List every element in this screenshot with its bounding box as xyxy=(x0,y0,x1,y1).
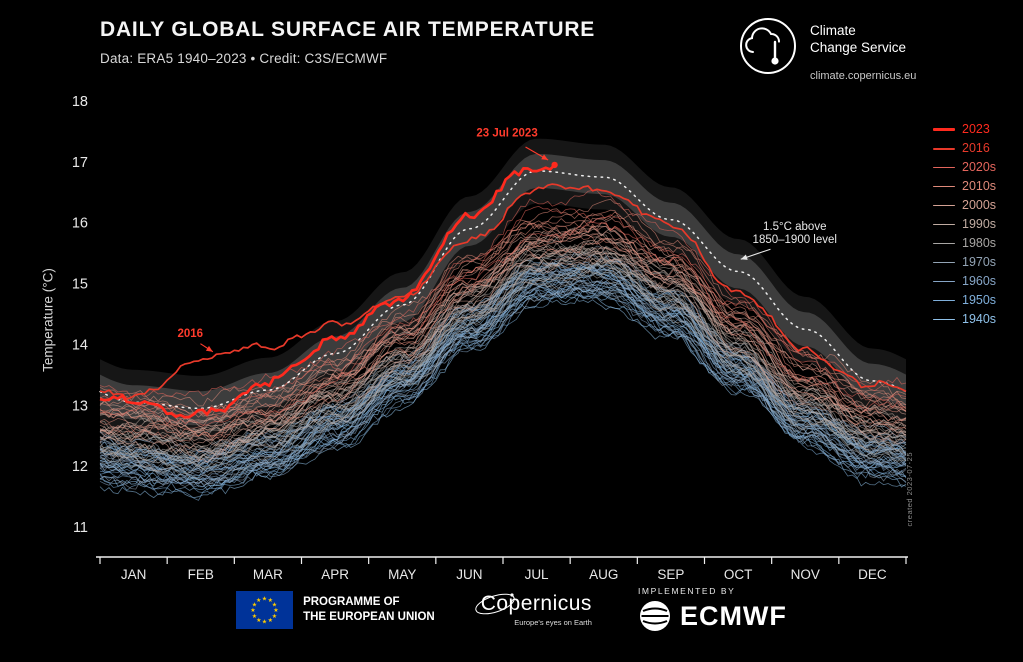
ecmwf-wordmark: ECMWF xyxy=(679,600,787,631)
legend-line-sample xyxy=(933,147,955,150)
svg-text:★: ★ xyxy=(272,612,277,619)
svg-text:★: ★ xyxy=(262,618,267,625)
c3s-line2: Change Service xyxy=(810,39,907,55)
eu-line1: PROGRAMME OF xyxy=(303,595,400,608)
legend-label: 1960s xyxy=(962,274,997,288)
footer: ★ ★ ★ ★ ★ ★ ★ ★ ★ ★ ★ ★ PROGRAMME OF THE EUROPEAN U… xyxy=(0,586,1023,633)
legend-label: 2000s xyxy=(962,198,997,212)
legend-line-sample xyxy=(933,242,955,245)
copernicus-logo: Copernicus Europe's eyes on Earth xyxy=(475,592,592,627)
c3s-cloud-thermometer-icon xyxy=(740,18,796,74)
svg-text:13: 13 xyxy=(72,398,88,414)
eu-line2: THE EUROPEAN UNION xyxy=(303,610,435,623)
legend-label: 1990s xyxy=(962,217,997,231)
legend-line-sample xyxy=(933,318,955,321)
svg-text:OCT: OCT xyxy=(724,567,753,582)
ecmwf-block: IMPLEMENTED BY ECMWF xyxy=(638,586,787,633)
svg-text:★: ★ xyxy=(268,597,273,604)
svg-text:DEC: DEC xyxy=(858,567,887,582)
svg-text:17: 17 xyxy=(72,155,88,171)
legend-label: 1940s xyxy=(962,312,997,326)
legend-item-1970s: 1970s xyxy=(933,256,996,269)
svg-text:18: 18 xyxy=(72,94,88,110)
svg-text:AUG: AUG xyxy=(589,567,618,582)
legend-label: 1970s xyxy=(962,255,997,269)
legend-label: 2023 xyxy=(962,122,990,136)
eu-programme-text: PROGRAMME OF THE EUROPEAN UNION xyxy=(303,595,435,625)
c3s-logo: Climate Change Service climate.copernicu… xyxy=(738,16,916,84)
legend-item-1960s: 1960s xyxy=(933,275,996,288)
svg-text:★: ★ xyxy=(250,607,255,614)
svg-text:★: ★ xyxy=(256,597,261,604)
legend-label: 2016 xyxy=(962,141,990,155)
legend-line-sample xyxy=(933,204,955,207)
eu-flag-icon: ★ ★★★★★★★★★★★ xyxy=(236,590,294,629)
svg-text:APR: APR xyxy=(321,567,349,582)
legend-line-sample xyxy=(933,166,955,169)
svg-text:MAY: MAY xyxy=(388,567,416,582)
creation-date-watermark: created 2023-07-25 xyxy=(905,452,914,527)
legend-item-2016: 2016 xyxy=(933,142,996,155)
header: DAILY GLOBAL SURFACE AIR TEMPERATURE Dat… xyxy=(100,18,595,66)
svg-text:JAN: JAN xyxy=(121,567,147,582)
svg-text:★: ★ xyxy=(256,617,261,624)
svg-text:12: 12 xyxy=(72,459,88,475)
svg-text:11: 11 xyxy=(73,520,88,536)
svg-text:JUL: JUL xyxy=(525,567,549,582)
svg-text:23 Jul 2023: 23 Jul 2023 xyxy=(476,127,537,139)
chart-title: DAILY GLOBAL SURFACE AIR TEMPERATURE xyxy=(100,18,596,41)
svg-text:14: 14 xyxy=(72,337,88,353)
svg-text:16: 16 xyxy=(72,216,88,232)
ecmwf-logo-icon xyxy=(639,601,670,631)
svg-text:★: ★ xyxy=(272,601,277,608)
y-axis-title: Temperature (°C) xyxy=(40,268,56,372)
c3s-url: climate.copernicus.eu xyxy=(810,69,917,82)
c3s-line1: Climate xyxy=(810,23,856,38)
svg-text:JUN: JUN xyxy=(456,567,482,582)
svg-text:★: ★ xyxy=(268,617,273,624)
legend-label: 1950s xyxy=(962,293,997,307)
legend-item-2010s: 2010s xyxy=(933,180,996,193)
svg-text:SEP: SEP xyxy=(657,567,684,582)
svg-text:★: ★ xyxy=(262,595,267,602)
legend-label: 2010s xyxy=(962,179,997,193)
svg-text:★: ★ xyxy=(252,613,257,620)
svg-text:NOV: NOV xyxy=(791,567,820,582)
chart-subtitle: Data: ERA5 1940–2023 • Credit: C3S/ECMWF xyxy=(100,51,388,66)
legend-item-1990s: 1990s xyxy=(933,218,996,231)
legend-item-1950s: 1950s xyxy=(933,294,996,307)
svg-text:15: 15 xyxy=(72,277,88,293)
svg-text:FEB: FEB xyxy=(188,567,214,582)
copernicus-wordmark: Copernicus xyxy=(475,592,592,616)
legend-item-2023: 2023 xyxy=(933,123,996,136)
legend-item-2020s: 2020s xyxy=(933,161,996,174)
legend-item-1980s: 1980s xyxy=(933,237,996,250)
implemented-by-label: IMPLEMENTED BY xyxy=(637,586,736,596)
legend-item-1940s: 1940s xyxy=(933,313,996,326)
legend-item-2000s: 2000s xyxy=(933,199,996,212)
legend-line-sample xyxy=(933,223,955,226)
eu-programme-block: ★ ★ ★ ★ ★ ★ ★ ★ ★ ★ ★ ★ PROGRAMME OF THE EUROPEAN U… xyxy=(236,590,435,629)
svg-text:2016: 2016 xyxy=(177,328,203,340)
legend-line-sample xyxy=(933,280,955,283)
legend-line-sample xyxy=(933,261,955,264)
svg-text:★: ★ xyxy=(252,601,257,608)
legend-line-sample xyxy=(933,185,955,188)
svg-text:MAR: MAR xyxy=(253,567,283,582)
c3s-logo-text: Climate Change Service climate.copernicu… xyxy=(810,16,916,84)
legend-line-sample xyxy=(933,299,955,302)
copernicus-text: Copernicus xyxy=(480,592,592,615)
svg-text:★: ★ xyxy=(273,607,278,614)
legend-label: 2020s xyxy=(962,160,997,174)
legend-label: 1980s xyxy=(962,236,997,250)
chart-legend: 2023 2016 2020s 2010s 2000s 1990s 1980s 1970s 19… xyxy=(933,123,996,332)
legend-line-sample xyxy=(933,128,955,131)
copernicus-tagline: Europe's eyes on Earth xyxy=(514,618,592,627)
